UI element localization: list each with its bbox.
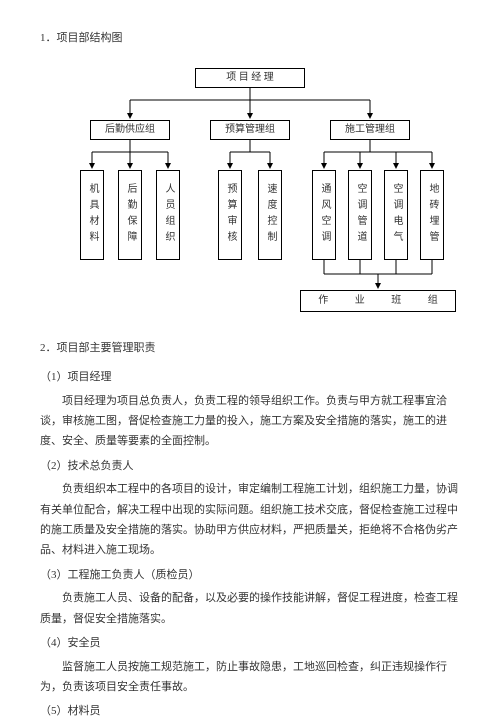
node-group-2: 预算管理组 (210, 120, 290, 140)
node-leaf-9: 地砖埋管 (420, 170, 444, 260)
node-leaf-7: 空调管道 (348, 170, 372, 260)
node-leaf-3: 人员组织 (156, 170, 180, 260)
node-leaf-5: 速度控制 (258, 170, 282, 260)
role-4-text: 监督施工人员按施工规范施工，防止事故隐患，工地巡回检查，纠正违规操作行为，负责该… (40, 657, 460, 698)
role-3-heading: （3）工程施工负责人（质检员） (40, 567, 460, 585)
node-leaf-1: 机具材料 (80, 170, 104, 260)
role-1-heading: （1）项目经理 (40, 369, 460, 387)
role-5-heading: （5）材料员 (40, 703, 460, 721)
node-leaf-8: 空调电气 (384, 170, 408, 260)
node-leaf-2: 后勤保障 (118, 170, 142, 260)
role-2-heading: （2）技术总负责人 (40, 458, 460, 476)
node-leaf-6: 通风空调 (312, 170, 336, 260)
role-1-text: 项目经理为项目总负责人，负责工程的领导组织工作。负责与甲方就工程事宜洽谈，审核施… (40, 391, 460, 452)
role-3-text: 负责施工人员、设备的配备，以及必要的操作技能讲解，督促工程进度，检查工程质量，督… (40, 588, 460, 629)
role-2-text: 负责组织本工程中的各项目的设计，审定编制工程施工计划，组织施工力量，协调有关单位… (40, 479, 460, 560)
role-4-heading: （4）安全员 (40, 635, 460, 653)
node-top: 项 目 经 理 (195, 68, 305, 88)
heading-2: 2．项目部主要管理职责 (40, 340, 460, 358)
node-bottom: 作 业 班 组 (300, 290, 456, 312)
node-group-1: 后勤供应组 (90, 120, 170, 140)
node-leaf-4: 预算审核 (218, 170, 242, 260)
org-chart: 项 目 经 理 后勤供应组 预算管理组 施工管理组 机具材料 后勤保障 人员组织… (40, 60, 460, 330)
node-group-3: 施工管理组 (330, 120, 410, 140)
heading-1: 1．项目部结构图 (40, 30, 460, 48)
